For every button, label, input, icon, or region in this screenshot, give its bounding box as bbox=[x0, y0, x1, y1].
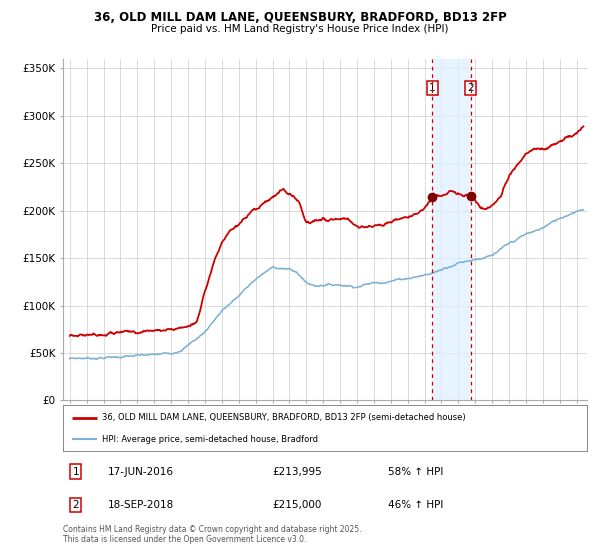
Text: 36, OLD MILL DAM LANE, QUEENSBURY, BRADFORD, BD13 2FP (semi-detached house): 36, OLD MILL DAM LANE, QUEENSBURY, BRADF… bbox=[102, 413, 466, 422]
Text: 1: 1 bbox=[429, 83, 436, 93]
Text: £215,000: £215,000 bbox=[272, 500, 322, 510]
Text: 46% ↑ HPI: 46% ↑ HPI bbox=[388, 500, 443, 510]
Text: 2: 2 bbox=[73, 500, 79, 510]
Text: 2: 2 bbox=[467, 83, 474, 93]
Text: 17-JUN-2016: 17-JUN-2016 bbox=[107, 466, 173, 477]
Text: This data is licensed under the Open Government Licence v3.0.: This data is licensed under the Open Gov… bbox=[63, 535, 307, 544]
Text: 36, OLD MILL DAM LANE, QUEENSBURY, BRADFORD, BD13 2FP: 36, OLD MILL DAM LANE, QUEENSBURY, BRADF… bbox=[94, 11, 506, 24]
Text: Price paid vs. HM Land Registry's House Price Index (HPI): Price paid vs. HM Land Registry's House … bbox=[151, 24, 449, 34]
Text: Contains HM Land Registry data © Crown copyright and database right 2025.: Contains HM Land Registry data © Crown c… bbox=[63, 525, 361, 534]
Text: 18-SEP-2018: 18-SEP-2018 bbox=[107, 500, 174, 510]
Text: HPI: Average price, semi-detached house, Bradford: HPI: Average price, semi-detached house,… bbox=[102, 435, 318, 444]
Text: £213,995: £213,995 bbox=[272, 466, 322, 477]
Text: 58% ↑ HPI: 58% ↑ HPI bbox=[388, 466, 443, 477]
Bar bbox=[433, 59, 470, 400]
Text: 1: 1 bbox=[73, 466, 79, 477]
